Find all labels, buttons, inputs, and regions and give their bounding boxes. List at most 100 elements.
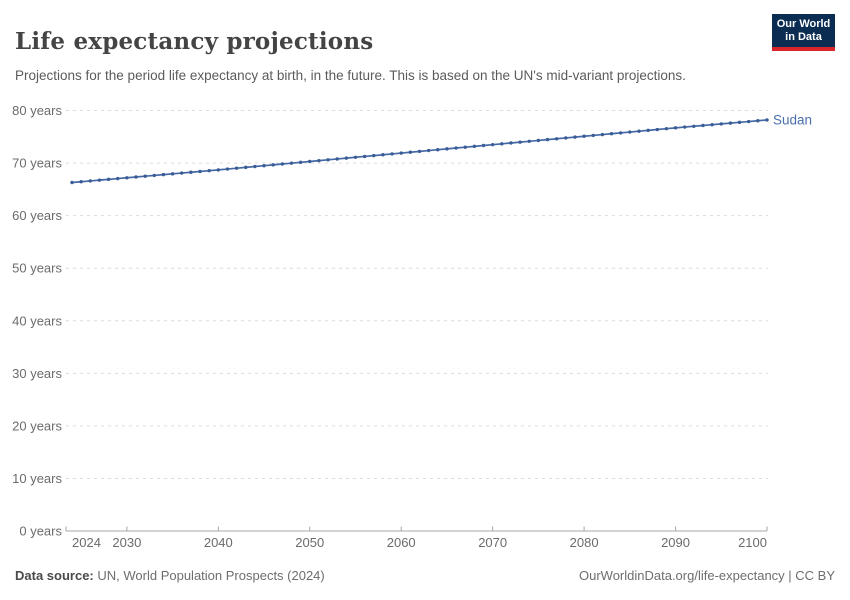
y-axis-tick-label: 10 years	[12, 471, 62, 486]
data-point[interactable]	[399, 151, 403, 155]
y-axis-tick-label: 30 years	[12, 366, 62, 381]
data-point[interactable]	[381, 153, 385, 157]
x-axis-tick-label: 2090	[661, 535, 690, 550]
data-point[interactable]	[116, 176, 120, 181]
data-point[interactable]	[335, 157, 339, 161]
data-point[interactable]	[253, 164, 257, 169]
data-point[interactable]	[728, 121, 733, 125]
data-point[interactable]	[317, 158, 321, 163]
data-point[interactable]	[646, 128, 650, 133]
data-point[interactable]	[244, 165, 248, 170]
y-axis-tick-label: 80 years	[12, 103, 62, 118]
data-point[interactable]	[637, 129, 641, 133]
y-axis-tick-label: 60 years	[12, 208, 62, 223]
data-point[interactable]	[180, 171, 184, 175]
data-point[interactable]	[344, 156, 349, 160]
owid-logo[interactable]: Our World in Data	[772, 14, 835, 51]
data-point[interactable]	[143, 174, 147, 178]
data-point[interactable]	[710, 122, 714, 127]
data-point[interactable]	[134, 175, 138, 179]
owid-logo-line1: Our World	[776, 18, 831, 30]
chart-subtitle: Projections for the period life expectan…	[15, 67, 686, 83]
data-point[interactable]	[170, 172, 175, 176]
data-point[interactable]	[298, 160, 303, 165]
x-axis-tick-label: 2100	[738, 535, 767, 550]
data-point[interactable]	[454, 146, 458, 150]
data-point[interactable]	[70, 180, 74, 185]
data-source: Data source: UN, World Population Prospe…	[15, 568, 325, 583]
data-point[interactable]	[97, 178, 102, 182]
data-point[interactable]	[591, 133, 595, 138]
data-point[interactable]	[289, 161, 294, 165]
data-point[interactable]	[280, 162, 285, 166]
data-point[interactable]	[600, 132, 605, 137]
data-point[interactable]	[737, 120, 742, 125]
data-point[interactable]	[682, 125, 687, 129]
data-point[interactable]	[765, 118, 769, 122]
data-point[interactable]	[152, 173, 157, 178]
data-point[interactable]	[747, 119, 751, 124]
data-point[interactable]	[445, 147, 449, 151]
data-point[interactable]	[436, 148, 440, 152]
data-point[interactable]	[554, 137, 559, 141]
data-point[interactable]	[618, 131, 623, 135]
chart-footer: Data source: UN, World Population Prospe…	[15, 568, 835, 583]
data-point[interactable]	[207, 168, 211, 173]
y-axis-tick-label: 20 years	[12, 418, 62, 433]
data-point[interactable]	[472, 144, 477, 149]
data-point[interactable]	[655, 127, 659, 132]
data-point[interactable]	[353, 155, 358, 159]
data-point[interactable]	[673, 126, 678, 130]
data-point[interactable]	[628, 130, 632, 134]
data-point[interactable]	[161, 172, 166, 177]
x-axis-tick-label: 2050	[295, 535, 324, 550]
data-point[interactable]	[326, 158, 330, 162]
data-point[interactable]	[417, 149, 422, 154]
data-point[interactable]	[271, 163, 275, 167]
data-point[interactable]	[463, 145, 467, 149]
data-point[interactable]	[664, 126, 669, 131]
line-chart[interactable]: 0 years 10 years 20 years 30 years 40 years 5…	[0, 95, 850, 560]
page-title: Life expectancy projections	[15, 28, 374, 56]
x-axis-tick-label: 2060	[387, 535, 416, 550]
data-point[interactable]	[372, 153, 376, 158]
data-point[interactable]	[426, 148, 431, 153]
data-point[interactable]	[490, 142, 495, 147]
data-point[interactable]	[573, 135, 577, 139]
y-axis-tick-label: 50 years	[12, 261, 62, 276]
data-point[interactable]	[390, 152, 394, 156]
data-point[interactable]	[125, 176, 129, 180]
data-point[interactable]	[216, 168, 221, 172]
entity-label[interactable]: Sudan	[773, 112, 812, 127]
data-point[interactable]	[106, 177, 111, 182]
data-point[interactable]	[564, 136, 568, 140]
data-point[interactable]	[362, 154, 367, 159]
data-point[interactable]	[545, 137, 550, 142]
data-point[interactable]	[408, 150, 413, 154]
data-point[interactable]	[79, 180, 83, 184]
data-point[interactable]	[536, 138, 541, 143]
data-point[interactable]	[481, 143, 486, 148]
data-point[interactable]	[701, 123, 705, 128]
data-point[interactable]	[509, 141, 513, 145]
data-point[interactable]	[527, 139, 531, 144]
data-point[interactable]	[308, 159, 312, 164]
data-point[interactable]	[692, 124, 696, 128]
data-point[interactable]	[88, 179, 92, 183]
data-point[interactable]	[198, 169, 202, 174]
data-point[interactable]	[609, 132, 614, 136]
data-point[interactable]	[234, 166, 239, 170]
x-axis-tick-label: 2024	[72, 535, 101, 550]
data-point[interactable]	[518, 140, 522, 144]
credit-link[interactable]: OurWorldinData.org/life-expectancy | CC …	[578, 568, 835, 583]
data-point[interactable]	[719, 122, 723, 126]
x-axis-tick-label: 2080	[570, 535, 599, 550]
data-point[interactable]	[582, 134, 586, 138]
data-point[interactable]	[756, 119, 760, 123]
data-point[interactable]	[225, 167, 230, 171]
data-point[interactable]	[500, 142, 504, 146]
data-point[interactable]	[189, 170, 193, 174]
x-axis-tick-label: 2070	[478, 535, 507, 550]
data-point[interactable]	[262, 163, 266, 168]
